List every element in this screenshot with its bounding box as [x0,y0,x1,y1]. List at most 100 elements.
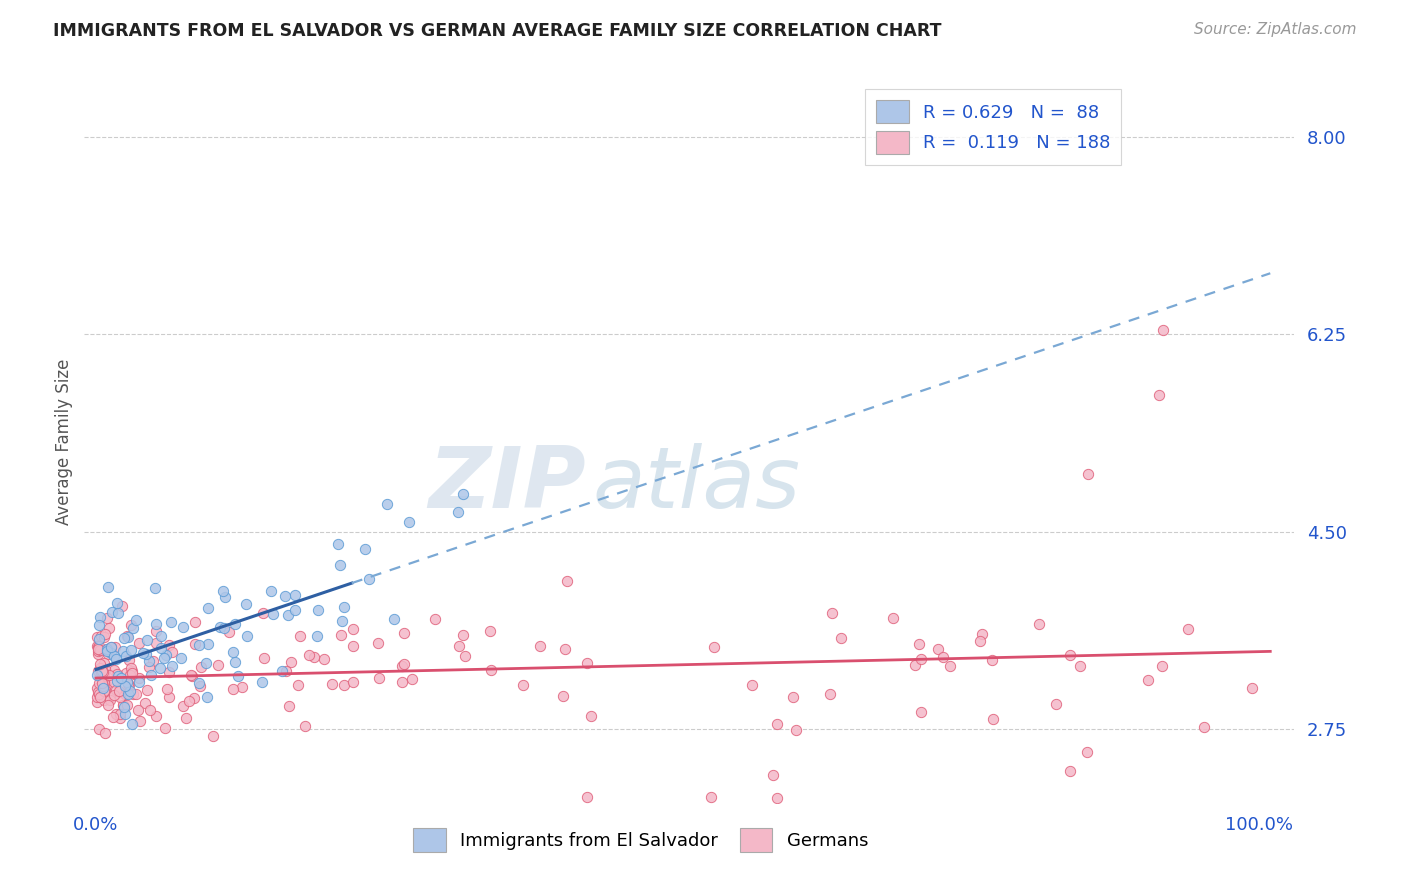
Point [224,616,246,631]
Point [214,590,236,604]
Point [312,651,335,665]
Point [96,642,118,657]
Point [447,639,470,653]
Point [423,612,446,626]
Point [830,631,852,645]
Y-axis label: Average Family Size: Average Family Size [55,359,73,524]
Point [128,714,150,729]
Point [159,615,181,630]
Point [762,768,785,782]
Point [91,681,114,695]
Point [277,608,299,623]
Point [207,657,229,672]
Point [105,683,128,698]
Point [89,618,111,632]
Point [882,611,904,625]
Point [149,661,172,675]
Point [359,572,381,586]
Point [87,648,110,662]
Point [235,598,257,612]
Point [122,621,145,635]
Point [101,605,124,619]
Point [818,687,841,701]
Point [305,629,328,643]
Point [100,640,122,654]
Point [87,640,110,654]
Point [136,632,159,647]
Point [454,648,477,663]
Point [145,624,167,638]
Point [115,698,138,712]
Point [284,603,307,617]
Point [112,700,135,714]
Point [1241,681,1264,695]
Point [579,709,602,723]
Point [91,679,114,693]
Point [138,660,160,674]
Point [1137,673,1160,687]
Point [89,687,111,701]
Point [114,679,136,693]
Point [118,668,141,682]
Point [117,631,139,645]
Point [1194,720,1216,734]
Point [96,641,118,656]
Point [98,693,121,707]
Point [121,665,143,679]
Point [221,681,243,696]
Point [554,641,576,656]
Point [107,673,129,688]
Point [112,698,135,712]
Point [93,665,115,680]
Point [1150,659,1173,673]
Point [114,666,136,681]
Point [332,678,354,692]
Point [262,607,284,622]
Point [1152,323,1174,337]
Point [94,726,117,740]
Point [157,665,180,679]
Point [280,655,302,669]
Point [231,680,253,694]
Point [145,635,167,649]
Point [93,656,115,670]
Point [120,684,142,698]
Point [93,684,115,698]
Point [1076,745,1098,759]
Point [118,653,141,667]
Text: atlas: atlas [592,443,800,526]
Point [103,663,125,677]
Point [1077,467,1099,481]
Point [93,683,115,698]
Point [139,703,162,717]
Point [120,642,142,657]
Point [103,688,125,702]
Point [391,658,413,673]
Point [89,610,111,624]
Point [121,665,143,680]
Point [86,681,108,696]
Point [172,699,194,714]
Point [105,652,128,666]
Point [143,581,166,595]
Point [90,664,112,678]
Point [110,690,132,704]
Point [127,703,149,717]
Point [103,648,125,663]
Point [89,632,111,647]
Legend: Immigrants from El Salvador, Germans: Immigrants from El Salvador, Germans [406,822,876,859]
Point [91,676,114,690]
Point [176,711,198,725]
Point [90,665,112,680]
Point [276,664,298,678]
Point [333,600,356,615]
Point [93,668,115,682]
Point [89,657,111,671]
Point [180,669,202,683]
Point [382,612,405,626]
Point [141,668,163,682]
Point [188,679,211,693]
Point [89,661,111,675]
Point [101,710,124,724]
Point [765,790,787,805]
